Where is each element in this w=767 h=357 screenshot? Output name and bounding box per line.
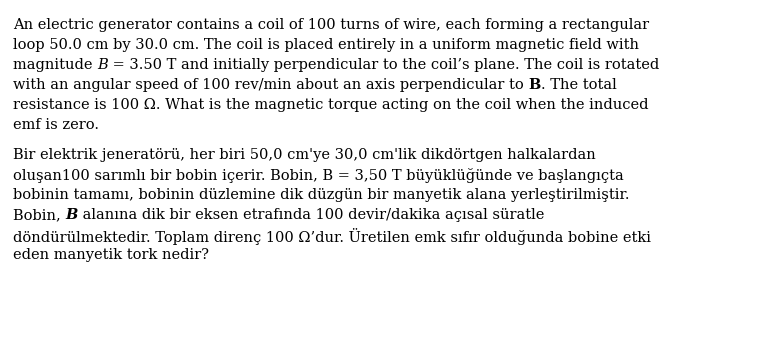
Text: with an angular speed of 100 rev/min about an axis perpendicular to: with an angular speed of 100 rev/min abo… (13, 78, 528, 92)
Text: magnitude: magnitude (13, 58, 97, 72)
Text: B: B (97, 58, 108, 72)
Text: emf is zero.: emf is zero. (13, 118, 99, 132)
Text: . The total: . The total (541, 78, 617, 92)
Text: alanına dik bir eksen etrafında 100 devir/dakika açısal süratle: alanına dik bir eksen etrafında 100 devi… (77, 208, 544, 222)
Text: Bir elektrik jeneratörü, her biri 50,0 cm'ye 30,0 cm'lik dikdörtgen halkalardan: Bir elektrik jeneratörü, her biri 50,0 c… (13, 148, 596, 162)
Text: bobinin tamamı, bobinin düzlemine dik düzgün bir manyetik alana yerleştirilmişti: bobinin tamamı, bobinin düzlemine dik dü… (13, 188, 630, 202)
Text: döndürülmektedir. Toplam direnç 100 Ω’dur. Üretilen emk sıfır olduğunda bobine e: döndürülmektedir. Toplam direnç 100 Ω’du… (13, 228, 651, 245)
Text: Bobin,: Bobin, (13, 208, 65, 222)
Text: oluşan100 sarımlı bir bobin içerir. Bobin, B = 3,50 T büyüklüğünde ve başlangıçt: oluşan100 sarımlı bir bobin içerir. Bobi… (13, 168, 624, 183)
Text: An electric generator contains a coil of 100 turns of wire, each forming a recta: An electric generator contains a coil of… (13, 18, 649, 32)
Text: loop 50.0 cm by 30.0 cm. The coil is placed entirely in a uniform magnetic field: loop 50.0 cm by 30.0 cm. The coil is pla… (13, 38, 639, 52)
Text: B: B (528, 78, 541, 92)
Text: = 3.50 T and initially perpendicular to the coil’s plane. The coil is rotated: = 3.50 T and initially perpendicular to … (108, 58, 659, 72)
Text: eden manyetik tork nedir?: eden manyetik tork nedir? (13, 248, 209, 262)
Text: resistance is 100 Ω. What is the magnetic torque acting on the coil when the ind: resistance is 100 Ω. What is the magneti… (13, 98, 649, 112)
Text: B: B (65, 208, 77, 222)
